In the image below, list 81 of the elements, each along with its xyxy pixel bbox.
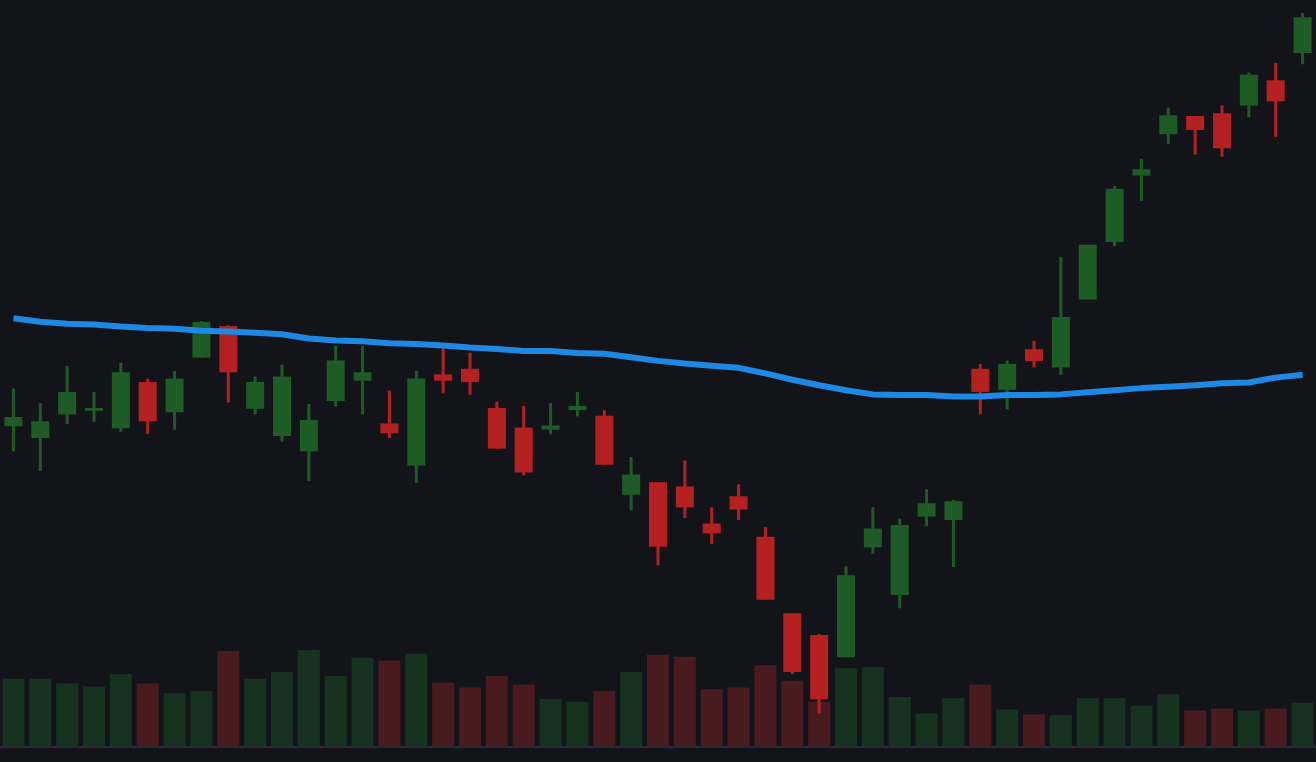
- bar: [1103, 698, 1126, 746]
- bar: [459, 687, 481, 746]
- bar: [109, 674, 132, 746]
- bar: [378, 660, 401, 746]
- bar: [647, 654, 669, 746]
- bar: [539, 698, 562, 746]
- candlestick: [514, 404, 533, 477]
- bar: [888, 697, 911, 746]
- bar: [512, 684, 535, 746]
- bar: [969, 684, 992, 746]
- candlestick: [917, 487, 936, 528]
- candlestick: [541, 401, 560, 436]
- candlestick: [353, 344, 372, 416]
- bar: [485, 675, 508, 746]
- bar: [1023, 714, 1045, 746]
- bar: [1130, 705, 1153, 746]
- candlestick: [165, 369, 184, 432]
- candlestick: [675, 459, 694, 520]
- candlestick: [1132, 157, 1151, 203]
- candlestick: [1025, 339, 1043, 369]
- bar: [566, 701, 589, 746]
- candlestick: [863, 505, 882, 556]
- candlestick: [944, 498, 963, 569]
- candlestick: [299, 402, 318, 483]
- candlestick: [138, 377, 157, 436]
- bar: [1049, 715, 1072, 746]
- bar: [1237, 710, 1260, 746]
- bar: [996, 709, 1019, 746]
- candlestick: [622, 455, 641, 512]
- candlestick: [998, 358, 1017, 411]
- bar: [83, 686, 105, 746]
- bar: [190, 691, 213, 746]
- candlestick: [4, 386, 23, 453]
- bar: [1264, 708, 1287, 746]
- candlestick: [971, 362, 990, 416]
- bar: [781, 680, 804, 746]
- bar: [405, 653, 428, 746]
- candlestick: [58, 364, 77, 426]
- bar: [593, 691, 616, 746]
- bar: [324, 675, 347, 746]
- candlestick: [1186, 114, 1205, 157]
- bar: [432, 682, 455, 746]
- bar: [620, 672, 643, 746]
- candlestick: [1239, 71, 1258, 119]
- bar: [673, 656, 696, 746]
- bar: [1157, 694, 1180, 746]
- bar: [136, 683, 159, 746]
- bar: [727, 687, 750, 746]
- candlestick: [1293, 11, 1312, 66]
- bar: [1291, 702, 1314, 746]
- bar: [915, 713, 938, 746]
- bar: [244, 678, 267, 746]
- bar: [1211, 708, 1233, 746]
- bar: [942, 698, 965, 746]
- bar: [56, 683, 79, 746]
- bar: [1184, 710, 1207, 746]
- candlestick: [85, 390, 103, 424]
- bar: [861, 667, 884, 746]
- bar: [700, 689, 723, 746]
- bar: [217, 650, 240, 746]
- candlestick: [702, 505, 721, 546]
- bar: [2, 678, 25, 746]
- bar: [29, 678, 52, 746]
- bar: [271, 672, 293, 746]
- candlestick: [487, 400, 506, 451]
- candlestick: [380, 389, 399, 440]
- bar: [754, 665, 777, 746]
- candlestick: [568, 390, 587, 418]
- bar: [163, 693, 186, 746]
- candlestick: [1159, 106, 1178, 146]
- candlestick: [326, 344, 345, 409]
- candlestick: [246, 375, 265, 416]
- bar: [1076, 698, 1099, 746]
- bar: [297, 650, 320, 746]
- candlestick: [31, 401, 50, 473]
- candlestick: [729, 482, 748, 522]
- candlestick: [1266, 61, 1285, 139]
- candlestick: [461, 351, 479, 397]
- bar: [351, 657, 374, 746]
- bar: [835, 668, 857, 746]
- candlestick: [1213, 104, 1231, 159]
